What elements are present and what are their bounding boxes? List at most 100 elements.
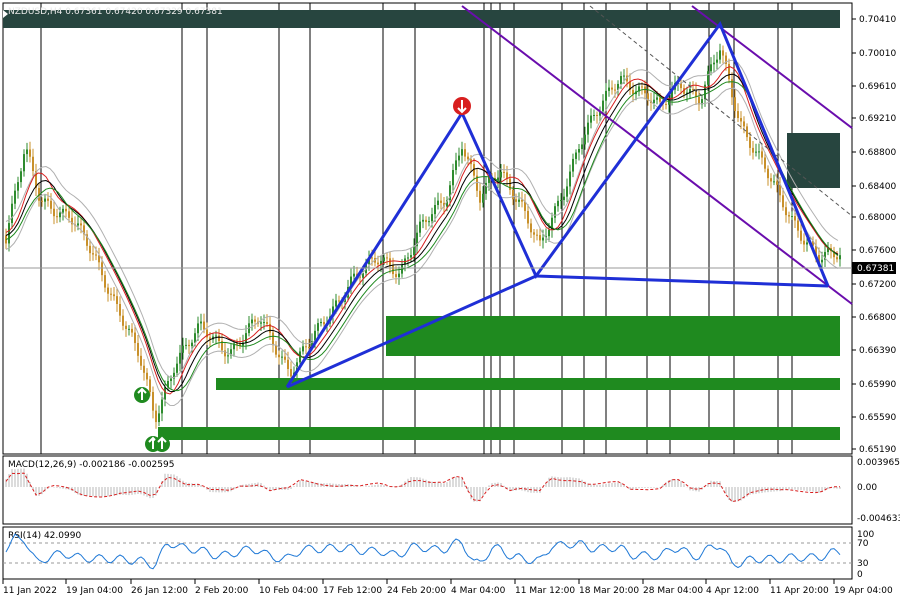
candle-body bbox=[746, 126, 748, 138]
candle-body bbox=[386, 257, 388, 259]
candle-body bbox=[614, 89, 616, 91]
time-tick-label: 19 Apr 04:00 bbox=[834, 586, 893, 596]
rsi-level-100: 100 bbox=[857, 530, 874, 540]
green-zone-3 bbox=[158, 427, 840, 440]
green-zone-2 bbox=[216, 378, 840, 390]
candle-body bbox=[761, 151, 763, 158]
candle-body bbox=[584, 134, 586, 145]
candle-body bbox=[536, 234, 538, 236]
candle-body bbox=[110, 293, 112, 295]
candle-body bbox=[266, 322, 268, 324]
price-tick-label: 0.68400 bbox=[859, 182, 896, 192]
price-tick-label: 0.65990 bbox=[859, 380, 896, 390]
candle-body bbox=[35, 171, 37, 189]
buy-arrow-icon[interactable] bbox=[134, 387, 150, 403]
candle-body bbox=[695, 90, 697, 98]
candle-body bbox=[623, 75, 625, 77]
price-tick-label: 0.65190 bbox=[859, 445, 896, 455]
candle-body bbox=[137, 343, 139, 356]
candle-body bbox=[104, 275, 106, 288]
candle-body bbox=[269, 323, 271, 333]
candle-body bbox=[179, 352, 181, 364]
time-tick-label: 19 Jan 04:00 bbox=[66, 586, 123, 596]
price-tick-label: 0.65590 bbox=[859, 413, 896, 423]
price-tick-label: 0.66800 bbox=[859, 313, 896, 323]
candle-body bbox=[794, 216, 796, 221]
candle-body bbox=[182, 345, 184, 353]
candle-body bbox=[740, 118, 742, 122]
candle-body bbox=[95, 254, 97, 256]
candle-body bbox=[560, 200, 562, 202]
candle-body bbox=[242, 342, 244, 346]
candle-body bbox=[806, 242, 808, 245]
candle-body bbox=[398, 273, 400, 278]
candle-body bbox=[320, 321, 322, 324]
candle-body bbox=[827, 248, 829, 253]
candle-body bbox=[17, 182, 19, 191]
ma-red bbox=[5, 66, 839, 395]
candle-body bbox=[515, 199, 517, 202]
candle-body bbox=[26, 149, 28, 155]
candle-body bbox=[152, 391, 154, 411]
candle-body bbox=[725, 55, 727, 65]
candle-body bbox=[542, 237, 544, 241]
sell-arrow-icon[interactable] bbox=[453, 97, 471, 115]
candle-body bbox=[737, 111, 739, 119]
candle-body bbox=[527, 210, 529, 224]
candle-body bbox=[488, 177, 490, 183]
rsi-panel[interactable] bbox=[2, 526, 853, 580]
candle-body bbox=[797, 220, 799, 231]
candle-body bbox=[683, 88, 685, 94]
candle-body bbox=[497, 177, 499, 181]
candle-body bbox=[608, 87, 610, 91]
candle-body bbox=[14, 190, 16, 204]
candle-body bbox=[764, 157, 766, 169]
candle-body bbox=[437, 200, 439, 206]
candle-body bbox=[620, 76, 622, 84]
candle-body bbox=[50, 200, 52, 209]
rsi-level-30-label: 30 bbox=[857, 559, 869, 569]
candle-body bbox=[203, 321, 205, 330]
candle-body bbox=[521, 199, 523, 202]
time-tick-label: 18 Mar 20:00 bbox=[579, 586, 639, 596]
time-tick-label: 11 Mar 12:00 bbox=[515, 586, 575, 596]
rsi-level-70-label: 70 bbox=[857, 539, 869, 549]
candle-body bbox=[119, 303, 121, 316]
candle-body bbox=[107, 287, 109, 294]
candle-body bbox=[452, 170, 454, 186]
candle-body bbox=[800, 230, 802, 241]
candle-body bbox=[791, 216, 793, 218]
macd-level-top: 0.003965 bbox=[857, 458, 900, 468]
candle-body bbox=[767, 168, 769, 179]
candle-body bbox=[458, 155, 460, 161]
candle-body bbox=[254, 319, 256, 322]
candle-body bbox=[62, 208, 64, 213]
candle-body bbox=[422, 219, 424, 222]
candle-body bbox=[185, 344, 187, 346]
candle-body bbox=[434, 205, 436, 215]
candle-body bbox=[44, 198, 46, 202]
candle-body bbox=[89, 245, 91, 254]
candle-body bbox=[251, 319, 253, 324]
candle-body bbox=[443, 202, 445, 207]
buy-arrow-icon[interactable] bbox=[154, 436, 170, 452]
candle-body bbox=[11, 203, 13, 224]
pattern-neck-line bbox=[535, 274, 829, 288]
candle-body bbox=[836, 257, 838, 260]
candle-body bbox=[440, 200, 442, 203]
candle-body bbox=[380, 260, 382, 265]
candle-body bbox=[572, 158, 574, 172]
candle-body bbox=[287, 359, 289, 370]
price-tick-label: 0.69210 bbox=[859, 114, 896, 124]
candle-body bbox=[773, 181, 775, 183]
price-tick-label: 0.67600 bbox=[859, 246, 896, 256]
candle-body bbox=[476, 175, 478, 191]
candle-body bbox=[479, 190, 481, 203]
collapse-arrow-icon[interactable] bbox=[3, 10, 8, 18]
candle-body bbox=[188, 344, 190, 347]
candle-body bbox=[425, 219, 427, 223]
ma-green bbox=[5, 81, 839, 392]
macd-label: MACD(12,26,9) -0.002186 -0.002595 bbox=[8, 460, 174, 470]
candle-body bbox=[392, 265, 394, 275]
